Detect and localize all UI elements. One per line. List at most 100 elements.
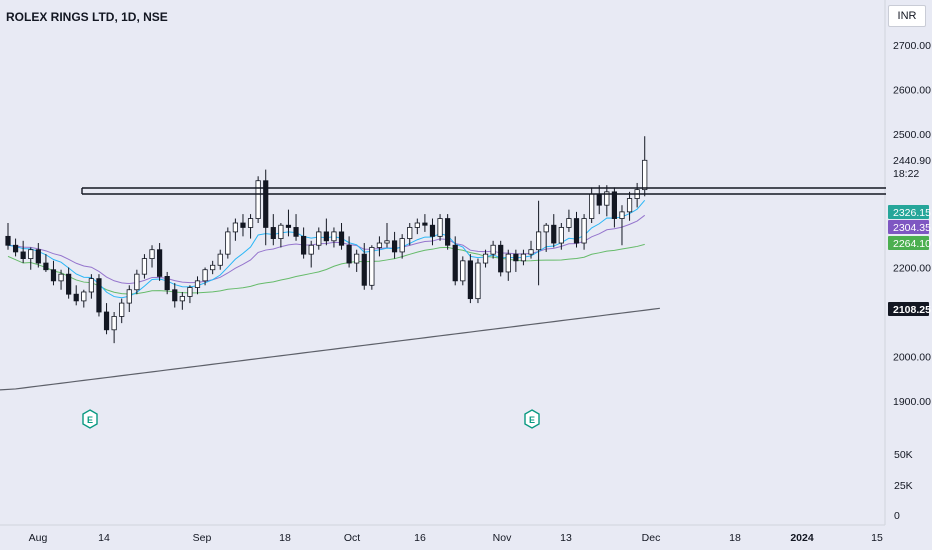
sma-long-line bbox=[0, 307, 660, 391]
candle bbox=[407, 223, 413, 246]
candle bbox=[179, 291, 185, 310]
candle bbox=[35, 243, 41, 268]
time-axis-label: Nov bbox=[493, 532, 512, 544]
candle bbox=[573, 211, 580, 248]
volume-tick-25k: 25K bbox=[894, 480, 913, 492]
candle bbox=[558, 223, 564, 250]
time-axis-label: Sep bbox=[193, 532, 212, 544]
candle bbox=[278, 223, 284, 248]
candle bbox=[551, 214, 557, 248]
candle bbox=[543, 223, 549, 252]
candle bbox=[66, 267, 72, 299]
candle bbox=[225, 227, 231, 259]
time-axis-label: 16 bbox=[414, 532, 426, 544]
price-tick-label: 1900.00 bbox=[893, 396, 931, 408]
candle bbox=[323, 218, 329, 246]
candle bbox=[505, 249, 511, 281]
candle bbox=[308, 240, 314, 268]
earnings-icon[interactable]: E bbox=[524, 409, 540, 429]
earnings-icon[interactable]: E bbox=[82, 409, 98, 429]
candle bbox=[301, 227, 307, 259]
candle bbox=[354, 249, 360, 272]
volume-tick-0: 0 bbox=[894, 510, 900, 522]
price-tick-label: 2700.00 bbox=[893, 40, 931, 52]
candle bbox=[20, 240, 26, 264]
time-axis: Aug 14 Sep 18 Oct 16 Nov 13 Dec 18 2024 15 bbox=[29, 532, 883, 544]
price-tick-label: 2500.00 bbox=[893, 129, 931, 141]
candle bbox=[452, 236, 458, 286]
time-axis-label: Oct bbox=[344, 532, 360, 544]
candle bbox=[498, 240, 504, 277]
svg-text:E: E bbox=[87, 415, 93, 425]
time-axis-label: 13 bbox=[560, 532, 572, 544]
candle bbox=[88, 274, 94, 299]
candle bbox=[111, 312, 117, 344]
candle bbox=[164, 271, 170, 295]
candle bbox=[528, 240, 534, 259]
candle bbox=[429, 218, 436, 246]
candle bbox=[316, 227, 322, 250]
candle bbox=[119, 298, 125, 324]
countdown-label: 18:22 bbox=[893, 168, 919, 180]
badge-ema-mid: 2304.35 bbox=[888, 220, 931, 234]
svg-text:2304.35: 2304.35 bbox=[893, 222, 931, 234]
candle bbox=[134, 269, 140, 295]
candle bbox=[96, 274, 102, 317]
candle bbox=[141, 254, 148, 279]
volume-tick-50k: 50K bbox=[894, 449, 913, 461]
candle bbox=[50, 260, 57, 286]
price-axis-ticks: 2700.00 2600.00 2500.00 2200.00 2000.00 1900.… bbox=[893, 40, 931, 408]
candle bbox=[187, 285, 193, 304]
candle bbox=[247, 214, 254, 239]
candle bbox=[626, 191, 633, 221]
candle bbox=[376, 236, 383, 257]
candle bbox=[263, 169, 269, 246]
candle bbox=[58, 269, 64, 290]
candle bbox=[346, 236, 352, 268]
svg-text:E: E bbox=[529, 415, 535, 425]
time-axis-label: 15 bbox=[871, 532, 883, 544]
candle bbox=[217, 249, 223, 270]
candle bbox=[210, 260, 216, 275]
candle bbox=[232, 218, 238, 241]
candle bbox=[240, 214, 246, 237]
candle bbox=[445, 214, 451, 250]
candle bbox=[28, 247, 34, 270]
candle bbox=[43, 254, 49, 272]
horizontal-resistance-line[interactable] bbox=[81, 187, 886, 195]
candle bbox=[460, 256, 466, 286]
last-price-label: 2440.90 bbox=[893, 155, 931, 167]
candle bbox=[520, 249, 527, 266]
candle bbox=[437, 214, 443, 241]
candle bbox=[293, 214, 299, 241]
candle bbox=[149, 245, 155, 268]
candle bbox=[589, 187, 595, 223]
candle bbox=[391, 231, 398, 259]
badge-ema-fast: 2326.15 bbox=[888, 205, 931, 219]
candle bbox=[331, 227, 337, 248]
candle bbox=[12, 238, 19, 257]
candle bbox=[73, 285, 79, 306]
candle bbox=[103, 303, 110, 335]
time-axis-label: Dec bbox=[642, 532, 661, 544]
time-axis-label: 2024 bbox=[790, 532, 814, 544]
candle bbox=[399, 234, 405, 259]
price-tick-label: 2000.00 bbox=[893, 352, 931, 364]
candle bbox=[422, 214, 428, 232]
candle bbox=[126, 285, 132, 312]
candle bbox=[619, 205, 625, 246]
candle bbox=[285, 209, 292, 237]
currency-button[interactable]: INR bbox=[888, 5, 926, 27]
candle bbox=[581, 214, 587, 250]
candle bbox=[566, 209, 572, 232]
svg-text:2108.25: 2108.25 bbox=[893, 304, 931, 316]
candle bbox=[270, 214, 276, 246]
svg-text:2264.10: 2264.10 bbox=[893, 238, 931, 250]
time-axis-label: Aug bbox=[29, 532, 48, 544]
candle bbox=[642, 136, 648, 197]
candle bbox=[604, 185, 610, 217]
candle bbox=[513, 249, 519, 272]
svg-text:2326.15: 2326.15 bbox=[893, 207, 931, 219]
